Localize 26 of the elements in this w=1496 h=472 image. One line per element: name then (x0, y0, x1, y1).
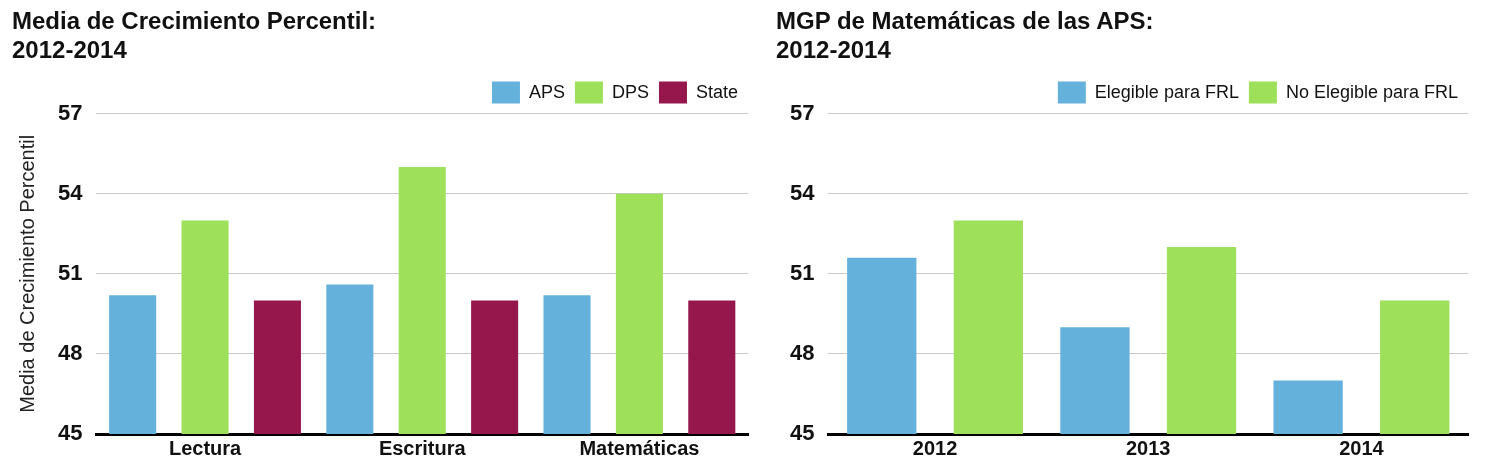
y-tick-label: 45 (789, 420, 815, 446)
y-axis-title: Media de Crecimiento Percentil (15, 134, 38, 413)
x-tick-label: Matemáticas (579, 436, 700, 459)
y-tick-label: 48 (57, 339, 83, 365)
legend-label: Elegible para FRL (1094, 81, 1239, 102)
x-tick-label: 2012 (912, 436, 958, 459)
x-tick-label: 2013 (1125, 436, 1171, 459)
legend-label: DPS (611, 81, 649, 102)
y-tick-label: 54 (57, 179, 84, 205)
y-tick-label: 57 (57, 99, 83, 125)
legend-label: No Elegible para FRL (1285, 81, 1458, 102)
y-tick-label: 51 (789, 259, 815, 285)
x-tick-label: 2014 (1339, 436, 1385, 459)
x-tick-label: Escritura (378, 436, 467, 459)
text: MGP de Matemáticas de las APS: (776, 7, 1154, 35)
text: 2012-2014 (776, 35, 891, 63)
y-tick-label: 51 (57, 259, 83, 285)
legend-label: APS (528, 81, 565, 102)
y-tick-label: 48 (789, 339, 815, 365)
text: Media de Crecimiento Percentil: (12, 7, 377, 35)
legend-label: State (695, 81, 738, 102)
y-tick-label: 57 (789, 99, 815, 125)
text: 2012-2014 (12, 35, 127, 63)
x-tick-label: Lectura (168, 436, 243, 459)
y-tick-label: 54 (789, 179, 816, 205)
y-tick-label: 45 (57, 420, 83, 446)
